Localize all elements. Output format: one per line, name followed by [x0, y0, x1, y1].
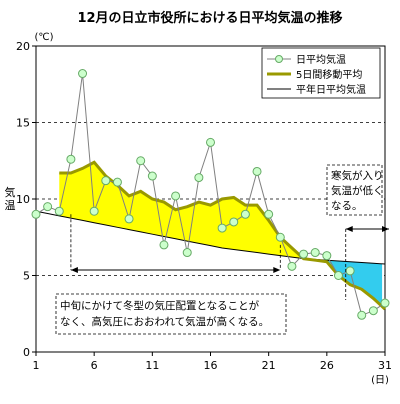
legend-marker-daily — [275, 55, 283, 63]
series-line-normal — [35, 210, 386, 265]
data-point — [275, 232, 285, 242]
legend-label-daily: 日平均気温 — [296, 53, 346, 66]
data-point — [159, 240, 169, 250]
x-tick-label: 31 — [378, 359, 392, 372]
x-tick-label: 1 — [33, 359, 40, 372]
annotation-text-cold: 気温が低く — [331, 184, 384, 197]
data-point — [89, 206, 99, 216]
annotation-text-cold: なる。 — [331, 200, 363, 212]
x-tick-label: 21 — [262, 359, 276, 372]
data-point — [217, 223, 227, 233]
y-axis-label-char: 温 — [5, 199, 16, 212]
annotation-arrowhead — [273, 267, 281, 273]
data-point — [252, 166, 262, 176]
data-point — [333, 271, 343, 280]
legend-label-moving-average: 5日間移動平均 — [296, 68, 362, 81]
data-point — [101, 176, 111, 186]
y-tick-label: 0 — [23, 346, 30, 359]
annotation-arrowhead — [70, 267, 78, 273]
data-point — [264, 209, 274, 219]
annotation-box-warm — [55, 293, 287, 335]
x-tick-label: 6 — [91, 359, 98, 372]
data-point — [310, 248, 320, 258]
y-tick-label: 20 — [16, 40, 30, 53]
x-tick-label: 26 — [320, 359, 334, 372]
y-tick-label: 5 — [23, 270, 30, 283]
y-unit-label: (℃) — [34, 32, 53, 43]
data-point — [229, 217, 239, 227]
data-point — [136, 156, 146, 166]
data-point — [78, 69, 88, 79]
data-point — [206, 137, 215, 147]
y-tick-label: 10 — [16, 193, 30, 206]
annotation-arrowhead — [345, 226, 353, 232]
data-point — [31, 209, 41, 219]
data-point — [171, 191, 181, 201]
y-tick-label: 15 — [16, 117, 30, 130]
data-point — [194, 173, 204, 183]
annotation-text-warm: なく、高気圧におおわれて気温が高くなる。 — [60, 315, 269, 328]
annotation-arrowhead — [382, 226, 389, 232]
data-point — [43, 202, 53, 212]
chart-title: 12月の日立市役所における日平均気温の推移 — [77, 10, 342, 26]
data-point — [147, 171, 157, 181]
data-point — [124, 214, 134, 224]
x-tick-label: 11 — [145, 359, 159, 372]
data-point — [299, 249, 309, 259]
data-point — [357, 310, 367, 320]
warm-anomaly-fill — [59, 162, 304, 259]
annotation-box-cold — [326, 164, 383, 216]
data-point — [182, 248, 192, 258]
data-point — [368, 306, 378, 316]
x-tick-label: 16 — [204, 359, 218, 372]
data-point — [54, 206, 64, 216]
y-axis-label-char: 気 — [5, 185, 16, 199]
annotation-text-warm: 中旬にかけて冬型の気圧配置となることが — [60, 299, 260, 312]
data-point — [380, 298, 390, 308]
data-point — [112, 177, 122, 187]
data-point — [322, 251, 332, 261]
data-point — [287, 261, 297, 271]
data-point — [66, 154, 76, 164]
x-unit-label: (日) — [371, 375, 389, 386]
data-point — [240, 209, 250, 219]
data-point — [345, 266, 355, 276]
annotation-text-cold: 寒気が入り — [331, 169, 384, 182]
cold-anomaly-fill — [303, 258, 383, 307]
legend-label-normal: 平年日平均気温 — [296, 83, 366, 96]
